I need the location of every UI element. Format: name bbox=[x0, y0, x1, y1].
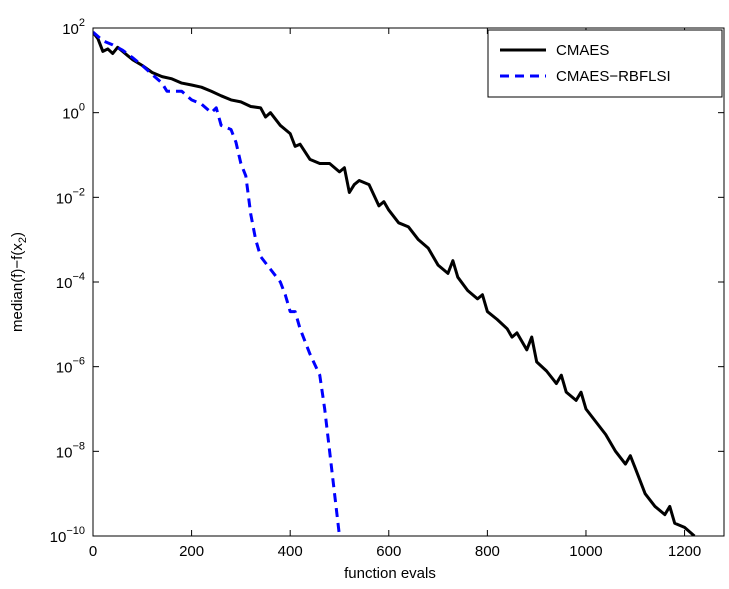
legend-label: CMAES bbox=[556, 42, 609, 59]
data-line bbox=[93, 30, 341, 536]
y-label-sub: 2 bbox=[17, 237, 29, 243]
y-tick-label: 100 bbox=[62, 102, 85, 123]
y-tick-exponent: 0 bbox=[79, 102, 85, 114]
y-tick-base: 10 bbox=[62, 106, 79, 123]
x-tick-label: 400 bbox=[278, 543, 303, 560]
y-tick-exponent: 2 bbox=[79, 17, 85, 29]
y-label-text: median(f)−f(x bbox=[9, 243, 26, 332]
y-tick-exponent: −8 bbox=[72, 440, 85, 452]
y-tick-exponent: −2 bbox=[72, 186, 85, 198]
y-tick-base: 10 bbox=[56, 444, 73, 461]
x-tick-label: 800 bbox=[475, 543, 500, 560]
x-tick-label: 1000 bbox=[569, 543, 602, 560]
y-tick-label: 10−10 bbox=[50, 525, 85, 546]
y-tick-label: 10−2 bbox=[56, 186, 85, 207]
y-tick-base: 10 bbox=[56, 190, 73, 207]
x-tick-label: 200 bbox=[179, 543, 204, 560]
y-tick-exponent: −10 bbox=[66, 525, 85, 537]
y-tick-label: 10−4 bbox=[56, 271, 85, 292]
y-tick-base: 10 bbox=[56, 275, 73, 292]
y-tick-base: 10 bbox=[50, 529, 67, 546]
y-tick-exponent: −6 bbox=[72, 356, 85, 368]
y-axis-label: median(f)−f(x2) bbox=[9, 232, 29, 332]
data-line bbox=[93, 31, 696, 536]
x-tick-label: 1200 bbox=[668, 543, 701, 560]
legend-box bbox=[487, 29, 723, 98]
x-tick-label: 0 bbox=[89, 543, 97, 560]
y-tick-base: 10 bbox=[62, 21, 79, 38]
y-tick-label: 102 bbox=[62, 17, 85, 38]
y-tick-base: 10 bbox=[56, 360, 73, 377]
y-tick-label: 10−6 bbox=[56, 356, 85, 377]
x-axis-label: function evals bbox=[344, 565, 436, 582]
y-tick-exponent: −4 bbox=[72, 271, 85, 283]
x-tick-label: 600 bbox=[376, 543, 401, 560]
legend-label: CMAES−RBFLSI bbox=[556, 68, 671, 85]
y-label-after: ) bbox=[9, 232, 26, 237]
y-tick-label: 10−8 bbox=[56, 440, 85, 461]
